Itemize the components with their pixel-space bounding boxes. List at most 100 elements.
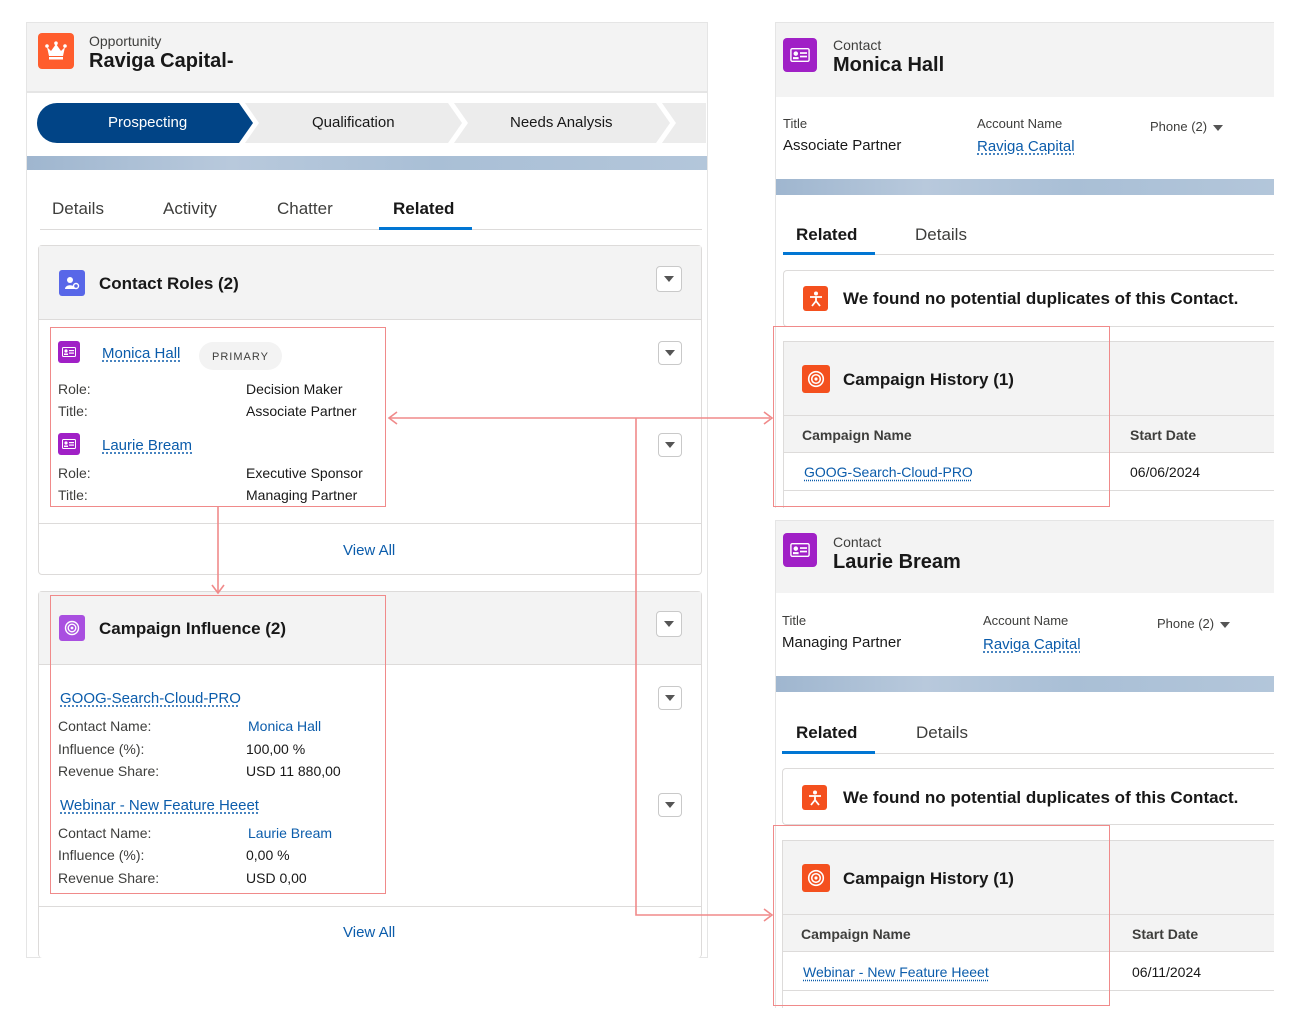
- contact-roles-icon: [59, 270, 85, 296]
- account-name-link[interactable]: Raviga Capital: [983, 636, 1081, 653]
- chevron-down-icon: [665, 350, 675, 356]
- campaign-influence-view-all[interactable]: View All: [343, 924, 396, 941]
- campaign-icon: [59, 615, 85, 641]
- chevron-down-icon: [1220, 621, 1231, 628]
- title-field-label: Title: [782, 613, 807, 628]
- campaign-influence-menu-button[interactable]: [656, 611, 682, 637]
- sales-path: [37, 103, 706, 143]
- account-name-label: Account Name: [977, 116, 1063, 131]
- tab-related[interactable]: Related: [393, 199, 455, 218]
- arrow-down-head: [211, 584, 225, 595]
- annotation-box-campaign-history-2: [773, 825, 1110, 1006]
- contact-name-label: Contact Name:: [58, 718, 152, 734]
- opportunity-object-label: Opportunity: [89, 33, 162, 49]
- path-label-qualification[interactable]: Qualification: [312, 114, 395, 131]
- campaign-link[interactable]: GOOG-Search-Cloud-PRO: [60, 690, 241, 707]
- influence-value: 100,00 %: [246, 741, 306, 757]
- contact-name-label: Contact Name:: [58, 825, 152, 841]
- phone-dropdown[interactable]: Phone (2): [1157, 616, 1231, 631]
- campaign-link[interactable]: GOOG-Search-Cloud-PRO: [804, 464, 973, 480]
- table-header-row: [784, 415, 1274, 453]
- contact-name: Monica Hall: [833, 54, 945, 76]
- contact-name-link[interactable]: Monica Hall: [248, 718, 322, 734]
- path-label-needs-analysis[interactable]: Needs Analysis: [510, 114, 613, 131]
- chevron-down-icon: [1213, 124, 1224, 131]
- tab-related[interactable]: Related: [796, 225, 858, 244]
- opportunity-name: Raviga Capital-: [89, 50, 234, 72]
- tab-details[interactable]: Details: [916, 723, 968, 742]
- start-date-value: 06/11/2024: [1132, 964, 1202, 980]
- title-value: Managing Partner: [246, 487, 358, 503]
- table-header-row: [783, 914, 1274, 952]
- role-value: Executive Sponsor: [246, 465, 363, 481]
- arrow-left-head: [387, 411, 398, 425]
- revenue-share-value: USD 0,00: [246, 870, 307, 886]
- annotation-box-contact-roles: [50, 327, 386, 507]
- path-stage-needs-analysis: [454, 103, 670, 143]
- column-header-campaign-name[interactable]: Campaign Name: [802, 427, 912, 443]
- decorative-band: [776, 676, 1274, 692]
- contact-role-menu-button[interactable]: [658, 433, 682, 457]
- revenue-share-value: USD 11 880,00: [246, 763, 341, 779]
- decorative-band: [776, 179, 1274, 195]
- campaign-link[interactable]: Webinar - New Feature Heeet: [803, 964, 989, 980]
- influence-label: Influence (%):: [58, 741, 145, 757]
- role-label: Role:: [58, 381, 91, 397]
- tab-related[interactable]: Related: [796, 723, 858, 742]
- chevron-down-icon: [665, 802, 675, 808]
- campaign-link[interactable]: Webinar - New Feature Heeet: [60, 797, 259, 814]
- tabs-divider: [40, 229, 702, 230]
- title-field-label: Title: [783, 116, 808, 131]
- influence-menu-button[interactable]: [658, 793, 682, 817]
- annotation-box-campaign-history-1: [773, 326, 1110, 507]
- chevron-down-icon: [664, 276, 674, 282]
- column-header-start-date[interactable]: Start Date: [1132, 926, 1199, 942]
- arrow-right-head: [763, 411, 774, 425]
- campaign-history-header: [783, 841, 1274, 914]
- influence-menu-button[interactable]: [658, 686, 682, 710]
- contact-roles-view-all[interactable]: View All: [343, 542, 396, 559]
- contact-role-link[interactable]: Monica Hall: [102, 345, 181, 362]
- header-divider: [27, 91, 707, 93]
- duplicates-card: [782, 768, 1274, 825]
- start-date-value: 06/06/2024: [1130, 464, 1201, 480]
- revenue-share-label: Revenue Share:: [58, 763, 160, 779]
- contact-role-menu-button[interactable]: [658, 341, 682, 365]
- duplicates-card: [783, 270, 1274, 327]
- column-header-start-date[interactable]: Start Date: [1130, 427, 1197, 443]
- phone-dropdown[interactable]: Phone (2): [1150, 119, 1224, 134]
- tab-chatter[interactable]: Chatter: [277, 199, 333, 218]
- campaign-influence-title: Campaign Influence (2): [99, 619, 287, 638]
- path-stage-next: [662, 103, 706, 143]
- contact-object-label: Contact: [833, 534, 882, 550]
- account-name-link[interactable]: Raviga Capital: [977, 138, 1075, 155]
- influence-label: Influence (%):: [58, 847, 145, 863]
- tab-details[interactable]: Details: [52, 199, 104, 218]
- tab-details[interactable]: Details: [915, 225, 967, 244]
- contact-role-link[interactable]: Laurie Bream: [102, 437, 193, 454]
- title-label: Title:: [58, 403, 88, 419]
- arrow-right-head-lower: [763, 908, 774, 922]
- contact-roles-menu-button[interactable]: [656, 266, 682, 292]
- annotation-box-campaign-influence: [50, 595, 386, 894]
- contact-roles-header: [39, 246, 701, 320]
- role-value: Decision Maker: [246, 381, 343, 397]
- role-label: Role:: [58, 465, 91, 481]
- tabs-divider: [782, 753, 1274, 754]
- crown-icon: [38, 33, 74, 69]
- decorative-band: [27, 156, 707, 170]
- tab-activity[interactable]: Activity: [163, 199, 217, 218]
- tab-related-underline: [783, 252, 875, 255]
- campaign-icon: [802, 864, 830, 892]
- column-header-campaign-name[interactable]: Campaign Name: [801, 926, 911, 942]
- campaign-icon: [802, 365, 830, 393]
- path-label-prospecting[interactable]: Prospecting: [108, 114, 188, 131]
- contact-card-icon: [783, 533, 817, 567]
- title-field-value: Managing Partner: [782, 634, 902, 651]
- opportunity-header: [27, 23, 707, 91]
- contact-name: Laurie Bream: [833, 551, 961, 573]
- table-row-divider: [784, 490, 1274, 491]
- contact-name-link[interactable]: Laurie Bream: [248, 825, 333, 841]
- duplicate-rules-icon: [802, 785, 827, 810]
